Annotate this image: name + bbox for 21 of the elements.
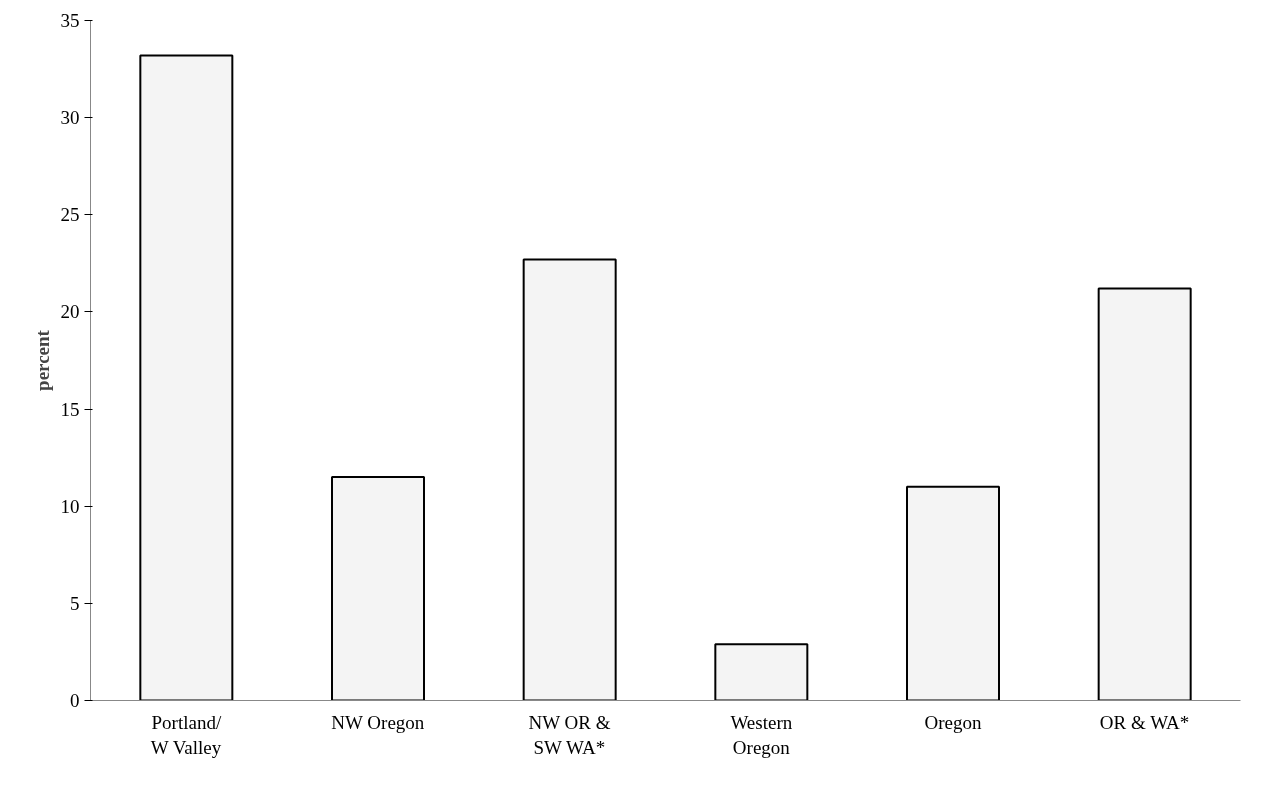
bar	[331, 476, 425, 701]
bar	[139, 54, 234, 701]
y-tick-label: 30	[60, 107, 80, 129]
y-tick-label: 20	[60, 301, 80, 323]
y-tick-label: 5	[70, 592, 80, 614]
y-tick-label: 15	[60, 398, 80, 420]
x-tick-label: Portland/ W Valley	[150, 711, 222, 758]
y-tick-label: 10	[60, 495, 80, 517]
x-tick-label: Oregon	[924, 711, 982, 733]
bar	[522, 258, 617, 701]
bar	[1097, 287, 1192, 701]
y-tick-label: 25	[60, 204, 80, 226]
bar	[906, 485, 1000, 701]
y-tick-label: 35	[60, 10, 80, 31]
x-tick-label: NW OR & SW WA*	[528, 711, 611, 758]
x-tick-label: OR & WA*	[1099, 711, 1190, 733]
y-tick-label: 0	[70, 690, 80, 711]
x-tick-label: Western Oregon	[730, 711, 793, 758]
y-axis-title: percent	[31, 329, 53, 391]
bar	[714, 643, 809, 701]
x-tick-label: NW Oregon	[331, 711, 425, 733]
